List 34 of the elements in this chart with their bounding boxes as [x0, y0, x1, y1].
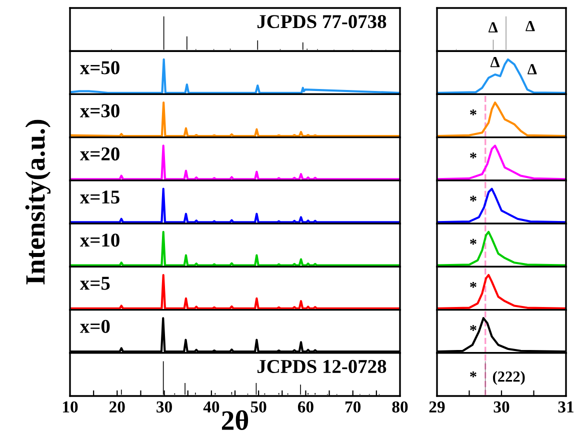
annotation: JCPDS 77-0738 — [257, 15, 386, 28]
annotation: * — [470, 110, 476, 116]
y-axis-title: Intensity(a.u.) — [25, 120, 51, 284]
annotation: x=20 — [80, 147, 120, 160]
annotation: Δ — [528, 64, 537, 74]
x-tick-label: 10 — [63, 401, 78, 413]
x-tick-label: 29 — [429, 401, 445, 413]
annotation: Δ — [526, 21, 535, 32]
annotation: JCPDS 12-0728 — [257, 360, 386, 374]
annotation: * — [470, 325, 476, 331]
annotation: * — [470, 282, 476, 288]
annotation: x=5 — [80, 276, 110, 290]
annotation: x=0 — [80, 320, 110, 333]
x-tick-label: 20 — [110, 401, 125, 413]
annotation: * — [470, 152, 476, 158]
annotation: x=30 — [80, 104, 120, 118]
x-axis-title: 2θ — [222, 410, 248, 430]
annotation: * — [470, 372, 476, 378]
annotation: x=50 — [80, 61, 120, 74]
annotation: x=10 — [80, 234, 120, 247]
x-tick-label: 70 — [345, 401, 361, 413]
x-tick-label: 31 — [558, 401, 574, 413]
annotation: x=15 — [80, 190, 120, 204]
x-tick-label: 30 — [494, 401, 510, 413]
annotation: Δ — [488, 22, 498, 32]
annotation: * — [470, 196, 476, 202]
x-tick-label: 40 — [203, 401, 220, 413]
x-tick-label: 30 — [156, 401, 172, 413]
annotation: * — [470, 238, 476, 245]
x-tick-label: 50 — [250, 401, 266, 413]
annotation: Δ — [490, 57, 500, 68]
annotation: (222) — [492, 371, 525, 385]
x-tick-label: 60 — [298, 401, 314, 413]
x-tick-label: 80 — [392, 401, 408, 413]
